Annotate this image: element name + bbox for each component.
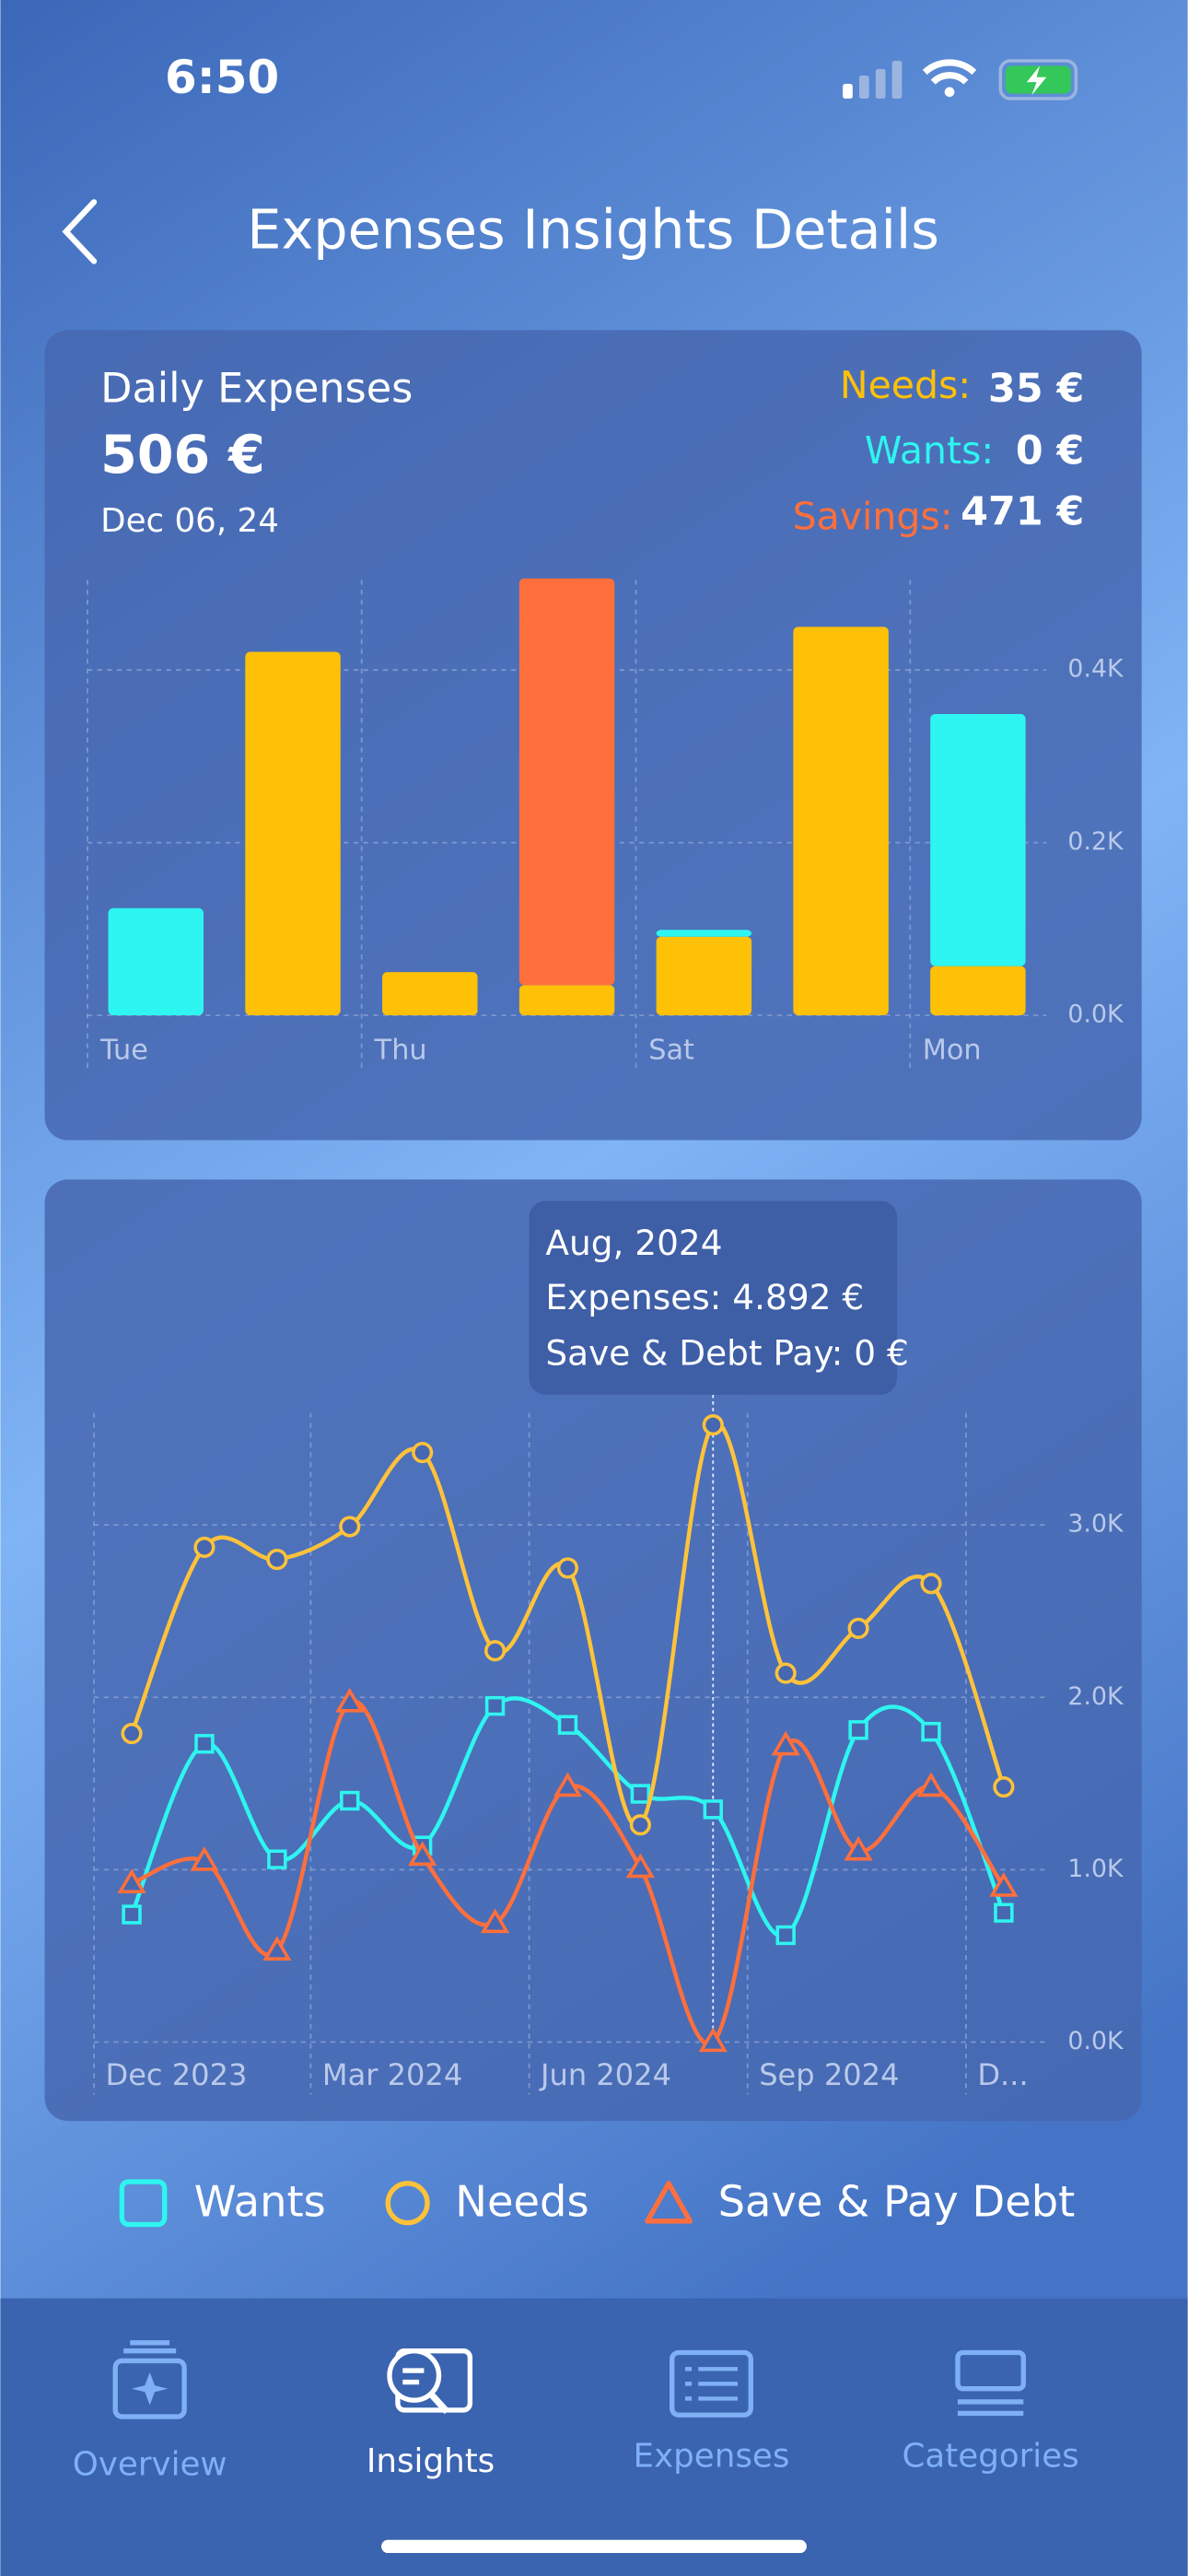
marker: [412, 1441, 434, 1464]
marker: [989, 1872, 1019, 1897]
marker: [994, 1903, 1014, 1923]
tab-icons: [112, 2340, 1026, 2419]
y-tick-label: 0.2K: [1067, 827, 1124, 856]
marker: [556, 1557, 579, 1579]
marker: [340, 1790, 360, 1811]
marker: [775, 1662, 797, 1684]
marker: [335, 1687, 365, 1713]
bar-segment: [793, 626, 889, 1015]
tab-label[interactable]: Expenses: [634, 2438, 790, 2476]
bar-segment: [382, 972, 478, 1015]
x-tick-label: Jun 2024: [539, 2057, 671, 2092]
tooltip: Aug, 2024 Expenses: 4.892 € Save & Debt …: [529, 1200, 909, 1395]
legend-label: Needs: [455, 2177, 588, 2227]
wants-label: Wants:: [865, 428, 994, 473]
home-indicator: [381, 2539, 807, 2554]
bar-segment: [518, 578, 615, 986]
marker: [775, 1925, 796, 1946]
y-tick-label: 0.4K: [1067, 655, 1124, 684]
marker: [408, 1841, 437, 1867]
marker: [557, 1715, 578, 1735]
marker: [698, 2027, 728, 2053]
x-tick-label: Sep 2024: [759, 2057, 899, 2092]
x-tick-label: Thu: [374, 1035, 427, 1067]
marker: [844, 1835, 873, 1861]
marker: [629, 1814, 651, 1836]
x-tick-label: Sat: [648, 1035, 694, 1067]
bar-separators: [87, 580, 912, 1071]
marker: [702, 1414, 724, 1436]
summary-label: Daily Expenses: [100, 364, 413, 412]
marker: [194, 1734, 215, 1754]
back-button[interactable]: [62, 199, 98, 264]
marker: [266, 1548, 288, 1571]
x-tick-label: Mon: [923, 1035, 982, 1067]
plots: 0.0K 0.2K 0.4K Tue Thu Sat Mon 0.0K 1.0K 2.0K 3.0K…: [87, 578, 1124, 2092]
tab-label[interactable]: Categories: [903, 2438, 1079, 2476]
bar-segment: [108, 907, 204, 1015]
x-tick-label: D...: [977, 2057, 1028, 2092]
bar-segment: [245, 651, 341, 1015]
status-time: 6:50: [165, 51, 279, 104]
marker: [122, 1904, 142, 1925]
marker: [483, 1640, 507, 1662]
tab-bar: [0, 2298, 1188, 2576]
page-title: Expenses Insights Details: [247, 197, 939, 261]
legend-swatch: [385, 2181, 430, 2226]
y-tick-label: 3.0K: [1067, 1510, 1124, 1539]
tab-label[interactable]: Insights: [367, 2442, 495, 2480]
marker: [484, 1695, 506, 1716]
legend-label: Wants: [194, 2177, 326, 2227]
marker: [121, 1722, 143, 1745]
marker: [993, 1775, 1015, 1798]
marker: [267, 1849, 287, 1869]
marker: [921, 1721, 941, 1742]
bar-segment: [656, 936, 752, 1015]
marker: [625, 1853, 655, 1879]
legend: Wants Needs Save & Pay Debt: [119, 2177, 1076, 2228]
bar-segment: [930, 713, 1026, 966]
marker: [553, 1772, 583, 1797]
tooltip-line: Save & Debt Pay: 0 €: [545, 1333, 908, 1374]
summary-total: 506 €: [100, 425, 265, 486]
bar-segment: [518, 985, 615, 1015]
x-tick-label: Dec 2023: [106, 2057, 248, 2092]
marker: [916, 1772, 946, 1797]
savings-value: 471 €: [961, 489, 1084, 535]
marker: [339, 1516, 361, 1538]
bar-segment: [656, 930, 752, 937]
tab-label[interactable]: Overview: [73, 2446, 227, 2484]
summary-date: Dec 06, 24: [100, 502, 279, 540]
marker: [771, 1730, 800, 1756]
marker: [262, 1936, 292, 1961]
legend-swatch: [119, 2179, 168, 2228]
marker: [190, 1845, 219, 1871]
x-tick-label: Mar 2024: [322, 2057, 462, 2092]
y-tick-label: 0.0K: [1067, 1000, 1124, 1028]
legend-label: Save & Pay Debt: [718, 2177, 1076, 2227]
status-icons: [843, 59, 1078, 100]
y-tick-label: 0.0K: [1067, 2027, 1124, 2055]
tooltip-title: Aug, 2024: [545, 1223, 722, 1263]
needs-label: Needs:: [840, 363, 971, 407]
marker: [847, 1617, 869, 1639]
x-tick-label: Tue: [99, 1035, 148, 1067]
wants-value: 0 €: [1016, 428, 1084, 474]
savings-label: Savings:: [793, 494, 953, 538]
tooltip-line: Expenses: 4.892 €: [545, 1277, 864, 1317]
marker: [848, 1720, 868, 1740]
marker: [630, 1784, 651, 1804]
marker: [480, 1908, 510, 1934]
marker: [920, 1573, 942, 1595]
marker: [193, 1536, 215, 1559]
y-tick-label: 2.0K: [1067, 1682, 1124, 1711]
y-tick-label: 1.0K: [1067, 1855, 1124, 1883]
marker: [117, 1868, 146, 1894]
needs-value: 35 €: [988, 366, 1084, 412]
legend-swatch: [645, 2181, 693, 2224]
marker: [703, 1799, 723, 1820]
bar-segment: [930, 966, 1026, 1015]
